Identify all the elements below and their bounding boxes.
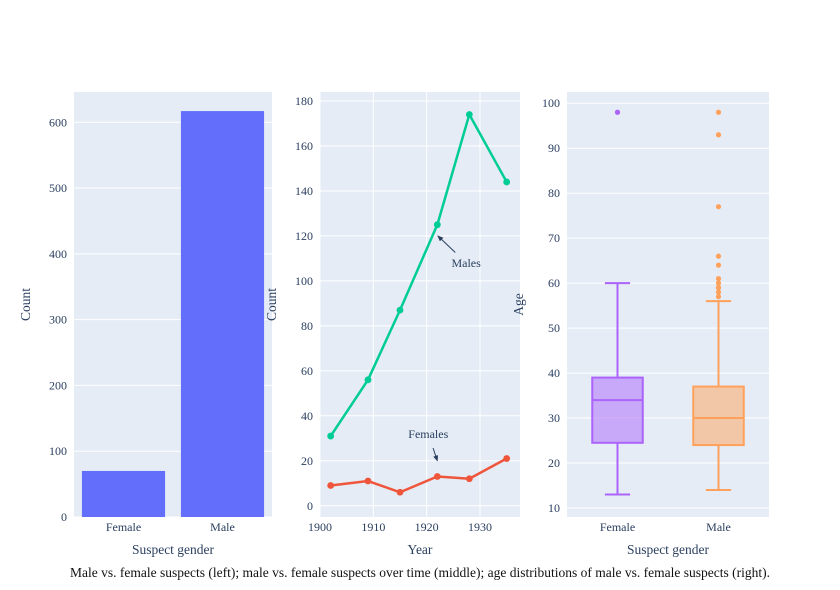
males-point[interactable] xyxy=(327,432,335,440)
x-tick-label: Male xyxy=(706,520,731,534)
y-tick-label: 20 xyxy=(548,456,560,470)
y-tick-label: 100 xyxy=(49,444,67,458)
y-axis-title: Count xyxy=(18,288,33,321)
males-point[interactable] xyxy=(433,221,441,229)
y-tick-label: 120 xyxy=(295,229,313,243)
y-tick-label: 500 xyxy=(49,181,67,195)
y-axis-title: Age xyxy=(511,293,526,316)
x-axis-title: Year xyxy=(408,542,433,557)
outlier-point[interactable] xyxy=(715,262,722,268)
x-tick-label: Female xyxy=(600,520,635,534)
y-tick-label: 40 xyxy=(548,366,560,380)
females-point[interactable] xyxy=(327,482,335,489)
x-tick-label: 1930 xyxy=(468,520,492,534)
x-tick-label: 1900 xyxy=(308,520,332,534)
outlier-point[interactable] xyxy=(715,253,722,259)
y-tick-label: 600 xyxy=(49,115,67,129)
y-tick-label: 100 xyxy=(295,274,313,288)
y-tick-label: 60 xyxy=(548,276,560,290)
plot-area xyxy=(320,92,520,517)
y-tick-label: 70 xyxy=(548,231,560,245)
y-axis-title: Count xyxy=(264,288,279,321)
x-axis-title: Suspect gender xyxy=(627,542,710,557)
x-tick-label: 1910 xyxy=(361,520,385,534)
males-point[interactable] xyxy=(503,178,511,186)
panel-bar: 0 100 200 300 400 500 600 Female Male Suspect gen… xyxy=(18,92,272,557)
y-tick-label: 0 xyxy=(307,499,313,513)
y-tick-label: 80 xyxy=(548,186,560,200)
y-tick-label: 50 xyxy=(548,321,560,335)
females-point[interactable] xyxy=(396,488,404,496)
annotation-arrow xyxy=(432,447,439,462)
males-line[interactable] xyxy=(329,111,508,437)
females-line[interactable] xyxy=(330,457,508,494)
outlier-point[interactable] xyxy=(614,109,621,115)
annotation-arrow xyxy=(437,235,456,253)
y-tick-label: 40 xyxy=(301,409,313,423)
male-box[interactable] xyxy=(692,109,745,492)
bar-female[interactable] xyxy=(81,470,166,517)
outlier-point[interactable] xyxy=(715,204,722,210)
x-tick-label: 1920 xyxy=(415,520,439,534)
y-tick-label: 300 xyxy=(49,313,67,327)
annotation-males: Males xyxy=(451,256,481,270)
y-tick-label: 10 xyxy=(548,501,560,515)
y-tick-label: 160 xyxy=(295,139,313,153)
y-tick-label: 140 xyxy=(295,184,313,198)
x-axis-title: Suspect gender xyxy=(132,542,215,557)
y-tick-label: 180 xyxy=(295,94,313,108)
outlier-point[interactable] xyxy=(715,276,722,282)
outlier-point[interactable] xyxy=(715,132,722,138)
outlier-point[interactable] xyxy=(715,280,722,286)
x-tick-label: Male xyxy=(210,520,235,534)
females-point[interactable] xyxy=(433,473,441,480)
bar-male[interactable] xyxy=(180,111,265,517)
y-tick-label: 100 xyxy=(542,96,560,110)
males-point[interactable] xyxy=(364,376,372,384)
outlier-point[interactable] xyxy=(715,285,722,291)
males-point[interactable] xyxy=(396,306,404,314)
females-point[interactable] xyxy=(364,477,372,485)
outlier-point[interactable] xyxy=(715,289,722,295)
panel-box: 10 20 30 40 50 60 70 80 90 100 Female Male Suspect g… xyxy=(511,92,769,557)
y-tick-label: 60 xyxy=(301,364,313,378)
outlier-point[interactable] xyxy=(715,294,722,300)
y-tick-label: 30 xyxy=(548,411,560,425)
y-tick-label: 80 xyxy=(301,319,313,333)
y-tick-label: 20 xyxy=(301,454,313,468)
y-tick-label: 0 xyxy=(61,510,67,524)
y-tick-label: 400 xyxy=(49,247,67,261)
figure-caption: Male vs. female suspects (left); male vs… xyxy=(70,565,770,580)
y-tick-label: 90 xyxy=(548,141,560,155)
annotation-females: Females xyxy=(408,427,448,441)
panel-line: 0 20 40 60 80 100 120 140 160 180 1900 1910 1920 1930… xyxy=(264,92,520,557)
females-point[interactable] xyxy=(503,455,511,462)
males-point[interactable] xyxy=(465,111,473,118)
plot-area xyxy=(567,92,769,517)
females-point[interactable] xyxy=(465,475,473,483)
female-box[interactable] xyxy=(591,109,644,496)
y-tick-label: 200 xyxy=(49,378,67,392)
outlier-point[interactable] xyxy=(715,109,722,115)
x-tick-label: Female xyxy=(106,520,141,534)
